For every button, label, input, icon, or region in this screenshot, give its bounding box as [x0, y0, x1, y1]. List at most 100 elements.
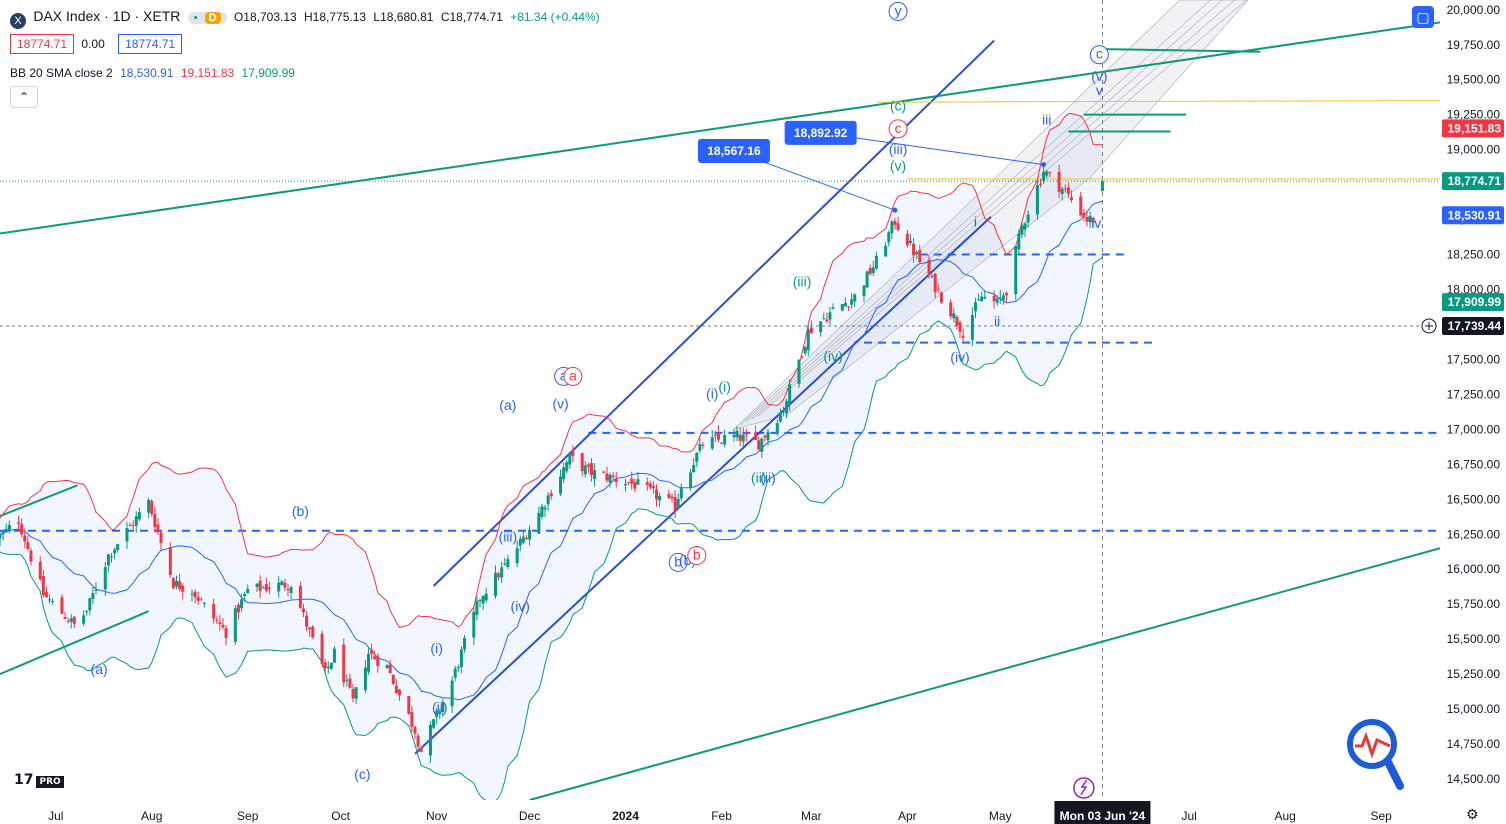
bb-fill — [0, 113, 1103, 802]
candle-body — [305, 615, 309, 627]
candle-body — [261, 587, 265, 589]
market-status-badge[interactable]: • D — [187, 12, 227, 24]
wave-label: (iv) — [511, 598, 530, 614]
candle-body — [472, 611, 476, 638]
pitchfork-line — [739, 0, 1211, 426]
candle-body — [438, 711, 442, 715]
candle-body — [168, 547, 172, 576]
candle-body — [218, 622, 222, 625]
candle-body — [128, 525, 132, 527]
indicator-lower: 17,909.99 — [241, 66, 295, 80]
candle-body — [908, 240, 912, 243]
candle-body — [670, 496, 674, 499]
candle-body — [949, 302, 953, 317]
callout-box — [697, 139, 770, 164]
candle-body — [701, 444, 705, 446]
candle-body — [1085, 217, 1089, 222]
fullscreen-toggle-button[interactable]: ▢ — [1412, 6, 1434, 28]
candle-body — [181, 585, 185, 592]
candle-body — [915, 252, 919, 255]
candle-body — [568, 452, 572, 465]
candle-body — [667, 493, 671, 498]
wave-label: (v) — [890, 158, 906, 174]
y-tick-label: 14,500.00 — [1447, 772, 1501, 786]
candle-body — [456, 666, 460, 669]
candle-body — [689, 472, 693, 488]
candle-body — [1082, 212, 1086, 218]
candle-body — [72, 616, 76, 624]
candle-body — [7, 524, 11, 532]
settings-gear-icon[interactable]: ⚙ — [1466, 806, 1479, 822]
price-label-box — [1442, 206, 1504, 225]
wave-label: c — [895, 120, 902, 136]
pitchfork-line — [757, 0, 1247, 417]
price-label-text: 17,739.44 — [1448, 319, 1502, 333]
candle-body — [890, 221, 894, 234]
candle-body — [478, 599, 482, 601]
y-tick-label: 20,000.00 — [1447, 3, 1501, 17]
candle-body — [958, 322, 962, 332]
callout-dot — [892, 207, 898, 213]
candle-body — [952, 313, 956, 319]
wave-label: (iii) — [889, 141, 908, 157]
candle-body — [1063, 188, 1067, 190]
candle-body — [673, 497, 677, 511]
wave-label: c — [1096, 46, 1103, 62]
candle-body — [1023, 223, 1027, 230]
candle-body — [441, 702, 445, 713]
candle-body — [246, 588, 250, 594]
price-label-text: 19,151.83 — [1448, 121, 1502, 135]
indicator-row[interactable]: BB 20 SMA close 2 18,530.91 19,151.83 17… — [10, 66, 299, 80]
x-tick-label: May — [989, 809, 1012, 823]
candle-body — [264, 583, 268, 591]
candle-body — [778, 412, 782, 422]
trendline-left-channel-upper — [0, 484, 78, 518]
candle-body — [484, 593, 488, 601]
candle-body — [825, 319, 829, 322]
candle-body — [475, 600, 479, 615]
chart-title[interactable]: DAX Index · 1D · XETR — [33, 8, 181, 24]
wave-label: (c) — [354, 766, 370, 782]
candle-body — [116, 544, 120, 551]
candle-body — [326, 666, 330, 669]
candle-body — [1100, 181, 1104, 192]
status-dot: • — [193, 12, 198, 24]
candle-body — [240, 599, 244, 609]
candle-body — [862, 285, 866, 296]
candle-body — [1026, 214, 1030, 223]
ohlc-change: +81.34 (+0.44%) — [510, 10, 600, 24]
candle-body — [658, 495, 662, 501]
candle-body — [611, 475, 615, 478]
candles-group — [0, 165, 1104, 763]
wave-label: (ii) — [751, 470, 767, 486]
candle-body — [692, 464, 696, 473]
x-tick-label: Sep — [237, 809, 259, 823]
x-tick-label: Aug — [1274, 809, 1295, 823]
wave-label: v — [1096, 82, 1103, 98]
candle-body — [506, 559, 510, 567]
candle-body — [1066, 187, 1070, 194]
candle-body — [416, 735, 420, 747]
candle-body — [354, 687, 358, 699]
candle-body — [212, 603, 216, 619]
x-tick-label: Jul — [1181, 809, 1196, 823]
collapse-legend-button[interactable]: ⌃ — [10, 86, 38, 108]
candle-body — [809, 327, 813, 333]
candle-body — [1060, 188, 1064, 194]
sell-price-button[interactable]: 18774.71 — [10, 34, 75, 54]
candle-body — [215, 619, 219, 621]
buy-price-button[interactable]: 18774.71 — [118, 34, 183, 54]
candle-body — [905, 233, 909, 246]
callout-label: 18,892.92 — [794, 126, 848, 140]
candle-body — [781, 411, 785, 413]
x-tick-label: Dec — [519, 809, 540, 823]
price-label-box — [1442, 316, 1504, 335]
candle-body — [624, 483, 628, 486]
candle-body — [983, 297, 987, 299]
wave-label: (iii) — [793, 274, 812, 290]
wave-label: (a) — [499, 397, 516, 413]
candle-body — [103, 567, 107, 590]
candle-body — [351, 689, 355, 699]
y-tick-label: 18,250.00 — [1447, 248, 1501, 262]
